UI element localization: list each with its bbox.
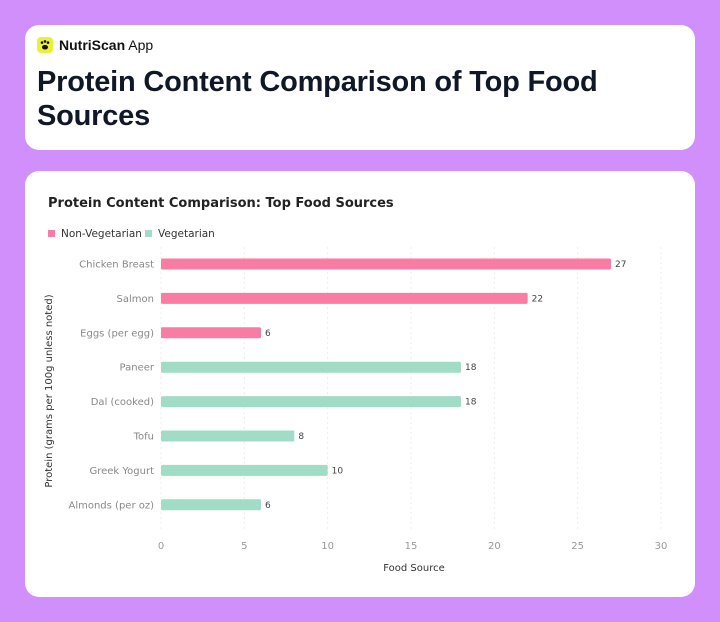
- data-label-3: 18: [465, 363, 477, 373]
- x-tick-label-3: 15: [405, 541, 418, 552]
- data-label-7: 6: [265, 501, 271, 511]
- y-axis-label: Protein (grams per 100g unless noted): [44, 294, 55, 487]
- category-label-5: Tofu: [133, 432, 154, 443]
- category-labels: Chicken Breast Salmon Eggs (per egg) Paneer…: [68, 260, 154, 512]
- category-label-3: Paneer: [120, 363, 155, 374]
- data-label-1: 22: [532, 294, 543, 304]
- protein-bar-chart: Protein Content Comparison: Top Food Sou…: [44, 196, 668, 574]
- category-label-6: Greek Yogurt: [89, 466, 154, 477]
- category-label-7: Almonds (per oz): [68, 500, 154, 511]
- legend-label-1: Vegetarian: [158, 228, 215, 240]
- x-tick-label-4: 20: [488, 541, 501, 552]
- bar-6: [161, 464, 328, 476]
- bar-4: [161, 396, 461, 408]
- data-label-2: 6: [265, 329, 271, 339]
- x-tick-label-6: 30: [655, 541, 668, 552]
- data-label-4: 18: [465, 398, 477, 408]
- x-axis-ticks: 0 5 10 15 20 25 30: [158, 541, 668, 552]
- brand-name: NutriScan App: [59, 37, 154, 53]
- chart-grid: [160, 247, 662, 529]
- legend-label-0: Non-Vegetarian: [61, 228, 142, 240]
- category-label-1: Salmon: [117, 294, 154, 305]
- category-label-0: Chicken Breast: [79, 260, 154, 271]
- bar-2: [161, 327, 261, 339]
- data-label-5: 8: [298, 432, 304, 442]
- bar-7: [161, 499, 261, 511]
- chart-card: Protein Content Comparison: Top Food Sou…: [25, 171, 695, 597]
- x-tick-label-0: 0: [158, 541, 164, 552]
- brand: NutriScan App: [37, 37, 153, 53]
- data-label-6: 10: [332, 466, 344, 476]
- x-axis-label: Food Source: [383, 563, 445, 574]
- bar-0: [161, 258, 611, 270]
- x-tick-label-5: 25: [571, 541, 584, 552]
- chart-bars: 27 22 6 18 18 8 10 6: [161, 258, 626, 511]
- bar-5: [161, 430, 295, 442]
- bar-3: [161, 361, 461, 373]
- page-title: Protein Content Comparison of Top Food S…: [37, 66, 598, 132]
- x-tick-label-1: 5: [241, 541, 247, 552]
- bar-1: [161, 292, 528, 304]
- legend-swatch-1: [145, 230, 152, 237]
- x-tick-label-2: 10: [321, 541, 334, 552]
- data-label-0: 27: [615, 260, 626, 270]
- category-label-4: Dal (cooked): [91, 397, 154, 408]
- header-card: NutriScan App Protein Content Comparison…: [25, 25, 695, 150]
- chart-title: Protein Content Comparison: Top Food Sou…: [48, 196, 394, 211]
- legend-swatch-0: [48, 230, 55, 237]
- paw-logo-icon: [37, 37, 53, 53]
- category-label-2: Eggs (per egg): [80, 328, 154, 339]
- chart-legend: Non-Vegetarian Vegetarian: [48, 228, 215, 240]
